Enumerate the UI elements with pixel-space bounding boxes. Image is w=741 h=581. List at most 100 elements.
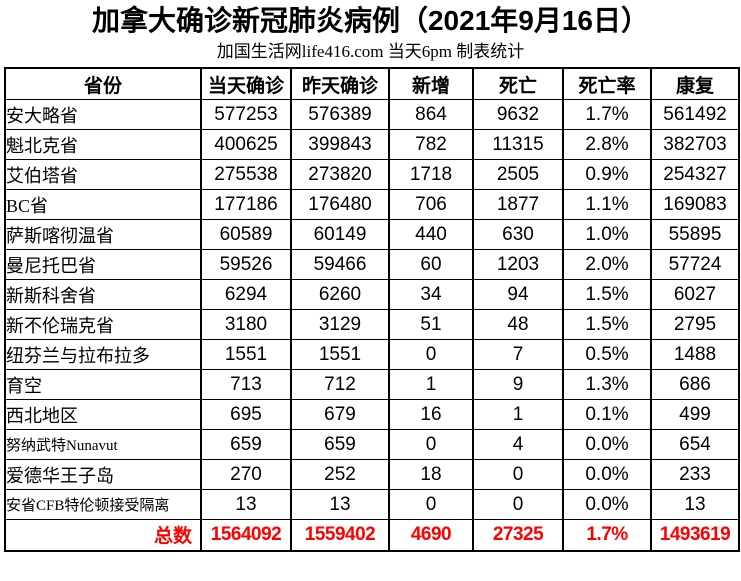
covid-stats-table: 省份 当天确诊 昨天确诊 新增 死亡 死亡率 康复 安大略省 577253 5763… bbox=[4, 67, 740, 552]
table-body: 安大略省 577253 576389 864 9632 1.7% 561492 魁北克省 400… bbox=[4, 99, 740, 520]
header-cell-today: 当天确诊 bbox=[200, 67, 292, 100]
value-cell: 2795 bbox=[650, 309, 740, 340]
table-row: 曼尼托巴省 59526 59466 60 1203 2.0% 57724 bbox=[4, 249, 740, 280]
value-cell: 34 bbox=[388, 279, 474, 310]
value-cell: 9 bbox=[472, 369, 564, 400]
province-cell: 纽芬兰与拉布拉多 bbox=[4, 339, 202, 370]
value-cell: 659 bbox=[200, 429, 292, 460]
value-cell: 0 bbox=[388, 489, 474, 520]
value-cell: 577253 bbox=[200, 99, 292, 130]
value-cell: 2505 bbox=[472, 159, 564, 190]
value-cell: 18 bbox=[388, 459, 474, 490]
value-cell: 252 bbox=[290, 459, 390, 490]
value-cell: 712 bbox=[290, 369, 390, 400]
total-value-new: 4690 bbox=[388, 519, 474, 551]
table-row: 西北地区 695 679 16 1 0.1% 499 bbox=[4, 399, 740, 430]
value-cell: 686 bbox=[650, 369, 740, 400]
value-cell: 679 bbox=[290, 399, 390, 430]
header-cell-death-rate: 死亡率 bbox=[562, 67, 652, 100]
header-cell-recovered: 康复 bbox=[650, 67, 740, 100]
table-row: 育空 713 712 1 9 1.3% 686 bbox=[4, 369, 740, 400]
total-value-deaths: 27325 bbox=[472, 519, 564, 551]
value-cell: 57724 bbox=[650, 249, 740, 280]
value-cell: 59466 bbox=[290, 249, 390, 280]
value-cell: 270 bbox=[200, 459, 292, 490]
total-label: 总数 bbox=[4, 519, 202, 551]
value-cell: 2.8% bbox=[562, 129, 652, 160]
value-cell: 782 bbox=[388, 129, 474, 160]
value-cell: 1718 bbox=[388, 159, 474, 190]
value-cell: 254327 bbox=[650, 159, 740, 190]
table-row: BC省 177186 176480 706 1877 1.1% 169083 bbox=[4, 189, 740, 220]
table-row: 努纳武特Nunavut 659 659 0 4 0.0% 654 bbox=[4, 429, 740, 460]
value-cell: 713 bbox=[200, 369, 292, 400]
value-cell: 60149 bbox=[290, 219, 390, 250]
value-cell: 3129 bbox=[290, 309, 390, 340]
value-cell: 0.9% bbox=[562, 159, 652, 190]
value-cell: 1551 bbox=[200, 339, 292, 370]
province-cell: 西北地区 bbox=[4, 399, 202, 430]
value-cell: 0 bbox=[472, 459, 564, 490]
value-cell: 400625 bbox=[200, 129, 292, 160]
value-cell: 55895 bbox=[650, 219, 740, 250]
value-cell: 0.0% bbox=[562, 429, 652, 460]
value-cell: 275538 bbox=[200, 159, 292, 190]
value-cell: 273820 bbox=[290, 159, 390, 190]
value-cell: 499 bbox=[650, 399, 740, 430]
province-cell: 新不伦瑞克省 bbox=[4, 309, 202, 340]
value-cell: 1.0% bbox=[562, 219, 652, 250]
value-cell: 177186 bbox=[200, 189, 292, 220]
value-cell: 4 bbox=[472, 429, 564, 460]
province-cell: 萨斯喀彻温省 bbox=[4, 219, 202, 250]
table-row: 魁北克省 400625 399843 782 11315 2.8% 382703 bbox=[4, 129, 740, 160]
value-cell: 176480 bbox=[290, 189, 390, 220]
value-cell: 13 bbox=[200, 489, 292, 520]
table-row: 安大略省 577253 576389 864 9632 1.7% 561492 bbox=[4, 99, 740, 130]
total-row: 总数 1564092 1559402 4690 27325 1.7% 14936… bbox=[4, 519, 740, 551]
province-cell: BC省 bbox=[4, 189, 202, 220]
value-cell: 1 bbox=[388, 369, 474, 400]
value-cell: 399843 bbox=[290, 129, 390, 160]
value-cell: 1.5% bbox=[562, 279, 652, 310]
value-cell: 0.1% bbox=[562, 399, 652, 430]
total-value-recovered: 1493619 bbox=[650, 519, 740, 551]
value-cell: 2.0% bbox=[562, 249, 652, 280]
value-cell: 654 bbox=[650, 429, 740, 460]
value-cell: 1877 bbox=[472, 189, 564, 220]
header-cell-deaths: 死亡 bbox=[472, 67, 564, 100]
value-cell: 233 bbox=[650, 459, 740, 490]
value-cell: 48 bbox=[472, 309, 564, 340]
value-cell: 6294 bbox=[200, 279, 292, 310]
total-value-death-rate: 1.7% bbox=[562, 519, 652, 551]
province-cell: 育空 bbox=[4, 369, 202, 400]
value-cell: 1 bbox=[472, 399, 564, 430]
value-cell: 695 bbox=[200, 399, 292, 430]
value-cell: 11315 bbox=[472, 129, 564, 160]
value-cell: 0.0% bbox=[562, 489, 652, 520]
value-cell: 382703 bbox=[650, 129, 740, 160]
value-cell: 0 bbox=[388, 339, 474, 370]
value-cell: 51 bbox=[388, 309, 474, 340]
value-cell: 1.3% bbox=[562, 369, 652, 400]
table-row: 萨斯喀彻温省 60589 60149 440 630 1.0% 55895 bbox=[4, 219, 740, 250]
value-cell: 1203 bbox=[472, 249, 564, 280]
header-cell-new: 新增 bbox=[388, 67, 474, 100]
page-title: 加拿大确诊新冠肺炎病例（2021年9月16日） bbox=[91, 5, 649, 36]
province-cell: 安大略省 bbox=[4, 99, 202, 130]
total-value-today: 1564092 bbox=[200, 519, 292, 551]
value-cell: 706 bbox=[388, 189, 474, 220]
value-cell: 0.5% bbox=[562, 339, 652, 370]
province-cell: 新斯科舍省 bbox=[4, 279, 202, 310]
page-subtitle: 加国生活网life416.com 当天6pm 制表统计 bbox=[216, 42, 525, 61]
value-cell: 1488 bbox=[650, 339, 740, 370]
province-cell: 安省CFB特伦顿接受隔离 bbox=[4, 489, 202, 520]
table-row: 艾伯塔省 275538 273820 1718 2505 0.9% 254327 bbox=[4, 159, 740, 190]
value-cell: 60589 bbox=[200, 219, 292, 250]
value-cell: 0.0% bbox=[562, 459, 652, 490]
value-cell: 9632 bbox=[472, 99, 564, 130]
value-cell: 630 bbox=[472, 219, 564, 250]
province-cell: 魁北克省 bbox=[4, 129, 202, 160]
header-cell-yesterday: 昨天确诊 bbox=[290, 67, 390, 100]
table-row: 新不伦瑞克省 3180 3129 51 48 1.5% 2795 bbox=[4, 309, 740, 340]
table-row: 安省CFB特伦顿接受隔离 13 13 0 0 0.0% 13 bbox=[4, 489, 740, 520]
